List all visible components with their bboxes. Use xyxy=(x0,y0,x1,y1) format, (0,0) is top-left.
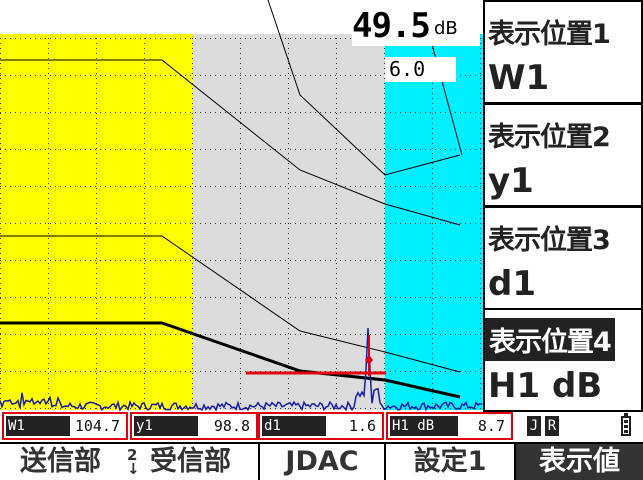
softkey-title: 表示位置4 xyxy=(485,318,615,361)
readout-w1: W1 104.7 xyxy=(2,412,128,440)
gate-region-gray xyxy=(193,34,385,410)
dac-curve-1 xyxy=(0,59,461,226)
readout-y1: y1 98.8 xyxy=(130,412,258,440)
waveform-plot xyxy=(0,0,483,412)
softkey-value: W1 xyxy=(488,58,550,98)
softkey-value: d1 xyxy=(488,264,536,304)
softkey-title: 表示位置3 xyxy=(488,225,611,256)
battery-icon xyxy=(621,413,631,436)
peak-cursor-diamond xyxy=(365,355,373,365)
display-value-key[interactable]: 表示値 xyxy=(516,444,643,480)
gate-region-cyan xyxy=(385,34,483,410)
softkey-value: y1 xyxy=(488,161,534,201)
dac-curve-4 xyxy=(267,0,461,176)
page-indicator: 2 ↓ xyxy=(127,446,140,477)
dac-curve-2 xyxy=(0,235,461,373)
grid-dots xyxy=(0,38,481,409)
transmit-label: 送信部 xyxy=(20,446,101,477)
readout-label: W1 xyxy=(6,416,70,436)
gate-region-yellow xyxy=(0,34,193,410)
softkey-display-position-3[interactable]: 表示位置3 d1 xyxy=(485,208,641,308)
softkey-display-position-2[interactable]: 表示位置2 y1 xyxy=(485,105,641,205)
gain-step-value[interactable]: 6.0 xyxy=(385,57,456,82)
gain-readout[interactable]: 49.5 dB xyxy=(352,0,480,46)
gain-unit: dB xyxy=(434,18,458,39)
down-arrow-icon: ↓ xyxy=(127,460,140,478)
readout-label: y1 xyxy=(134,416,198,436)
echo-waveform xyxy=(0,327,483,412)
measurement-readout-bar: W1 104.7 y1 98.8 d1 1.6 H1 dB 8.7 J R xyxy=(0,412,643,442)
jdac-key[interactable]: JDAC xyxy=(260,444,384,480)
readout-value: 1.6 xyxy=(348,417,376,435)
transmit-receive-key[interactable]: 送信部 2 ↓ 受信部 xyxy=(0,444,258,480)
r-indicator: R xyxy=(545,416,559,436)
softkey-display-position-1[interactable]: 表示位置1 W1 xyxy=(485,2,641,102)
softkey-value: H1 dB xyxy=(488,366,603,406)
function-key-bar: 送信部 2 ↓ 受信部 JDAC 設定1 表示値 xyxy=(0,442,643,480)
softkey-display-position-4[interactable]: 表示位置4 H1 dB xyxy=(485,310,641,410)
gain-value: 49.5 xyxy=(352,6,431,46)
readout-value: 98.8 xyxy=(213,417,250,435)
receive-label: 受信部 xyxy=(150,446,231,477)
softkey-title: 表示位置1 xyxy=(488,19,611,50)
softkey-title: 表示位置2 xyxy=(488,122,611,153)
readout-value: 8.7 xyxy=(477,417,505,435)
status-indicators: J R xyxy=(515,413,641,440)
a-scan-display: 49.5 dB 6.0 xyxy=(0,0,483,412)
readout-value: 104.7 xyxy=(74,417,120,435)
readout-label: H1 dB xyxy=(390,416,458,436)
readout-d1: d1 1.6 xyxy=(258,412,384,440)
readout-label: d1 xyxy=(262,416,326,436)
j-indicator: J xyxy=(527,416,541,436)
page-number: 2 xyxy=(127,446,138,464)
setting-1-key[interactable]: 設定1 xyxy=(386,444,514,480)
readout-h1-db: H1 dB 8.7 xyxy=(386,412,513,440)
dac-curve-3 xyxy=(0,321,461,399)
softkey-panel: 表示位置1 W1 表示位置2 y1 表示位置3 d1 表示位置4 H1 dB xyxy=(483,0,643,412)
